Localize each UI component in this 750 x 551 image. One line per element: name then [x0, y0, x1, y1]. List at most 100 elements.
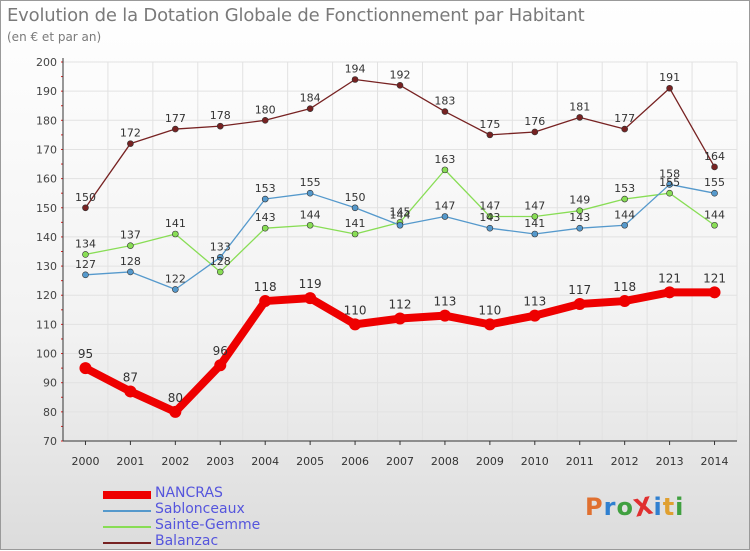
data-point: [172, 125, 179, 133]
data-label: 96: [213, 344, 228, 358]
data-point: [483, 318, 496, 331]
data-point: [216, 122, 224, 130]
data-label: 180: [255, 103, 276, 116]
data-point: [261, 224, 269, 232]
x-tick-label: 2002: [161, 455, 189, 468]
data-label: 118: [613, 280, 636, 294]
data-label: 121: [703, 271, 726, 285]
data-label: 144: [390, 208, 411, 221]
data-label: 80: [168, 391, 183, 405]
data-point: [261, 117, 269, 124]
data-label: 110: [344, 303, 367, 317]
data-label: 181: [569, 100, 590, 113]
data-point: [261, 195, 269, 203]
data-label: 87: [123, 370, 138, 384]
data-point: [621, 125, 628, 133]
data-label: 153: [255, 182, 276, 195]
y-tick-label: 80: [43, 406, 57, 419]
data-point: [663, 286, 676, 299]
data-label: 141: [524, 217, 545, 230]
data-label: 143: [255, 211, 276, 224]
data-point: [127, 242, 134, 249]
data-point: [304, 292, 317, 305]
data-label: 119: [299, 277, 322, 291]
data-point: [396, 221, 404, 229]
data-label: 155: [300, 176, 321, 189]
x-tick-label: 2013: [656, 455, 684, 468]
data-label: 137: [120, 229, 141, 242]
y-tick-label: 190: [36, 85, 57, 98]
data-label: 155: [659, 176, 680, 189]
data-label: 147: [479, 200, 500, 213]
data-label: 177: [614, 112, 635, 125]
x-tick-label: 2007: [386, 455, 414, 468]
data-label: 147: [524, 200, 545, 213]
data-point: [486, 224, 494, 232]
data-point: [306, 105, 314, 112]
data-point: [82, 271, 89, 279]
x-tick-label: 2004: [251, 455, 279, 468]
data-label: 144: [704, 208, 725, 221]
data-point: [394, 312, 406, 325]
data-point: [576, 224, 584, 232]
data-point: [351, 204, 359, 212]
data-point: [172, 230, 179, 238]
data-label: 117: [568, 283, 591, 297]
data-point: [349, 318, 362, 331]
data-label: 194: [345, 62, 366, 75]
x-tick-label: 2011: [566, 455, 594, 468]
x-tick-label: 2012: [611, 455, 639, 468]
data-point: [216, 254, 224, 261]
data-point: [259, 295, 272, 308]
data-label: 150: [75, 191, 96, 204]
axes: 7080901001101201301401501601701801902002…: [36, 56, 737, 468]
data-point: [531, 128, 539, 136]
data-label: 143: [479, 211, 500, 224]
data-label: 143: [569, 211, 590, 224]
y-tick-label: 70: [43, 435, 57, 448]
data-point: [618, 295, 631, 308]
series-nancras: [79, 286, 721, 418]
data-label: 158: [659, 167, 680, 180]
data-point: [124, 385, 137, 398]
data-point: [486, 131, 494, 139]
data-label: 128: [210, 255, 231, 268]
data-label: 144: [300, 208, 321, 221]
data-point: [82, 251, 89, 258]
data-point: [306, 221, 314, 229]
data-point: [621, 221, 628, 229]
line-chart: 7080901001101201301401501601701801902002…: [36, 56, 738, 468]
data-point: [531, 230, 539, 238]
data-label: 141: [345, 217, 366, 230]
data-label: 183: [434, 95, 455, 108]
data-point: [82, 204, 89, 212]
data-label: 177: [165, 112, 186, 125]
data-point: [127, 140, 134, 147]
data-point: [214, 359, 227, 372]
data-label: 141: [165, 217, 186, 230]
y-tick-label: 90: [43, 377, 57, 390]
data-point: [531, 213, 539, 220]
data-point: [79, 362, 92, 375]
data-label: 145: [390, 205, 411, 218]
data-point: [666, 181, 673, 188]
data-point: [621, 195, 628, 203]
x-tick-label: 2001: [116, 455, 144, 468]
legend-swatch: [103, 510, 151, 512]
x-tick-label: 2005: [296, 455, 324, 468]
legend-swatch: [103, 542, 151, 544]
y-tick-label: 180: [36, 114, 57, 127]
data-point: [666, 189, 673, 197]
data-label: 121: [658, 271, 681, 285]
legend-swatch: [103, 491, 151, 499]
data-point: [711, 221, 718, 229]
data-label: 191: [659, 71, 680, 84]
x-tick-label: 2003: [206, 455, 234, 468]
data-label: 172: [120, 127, 141, 140]
data-point: [708, 286, 721, 299]
data-label: 112: [389, 298, 412, 312]
data-point: [216, 268, 224, 276]
legend-label: Sablonceaux: [155, 501, 245, 517]
data-labels: 150 172 177 178 180 184 194 192 183 175 176 181 177 1…: [75, 62, 726, 404]
